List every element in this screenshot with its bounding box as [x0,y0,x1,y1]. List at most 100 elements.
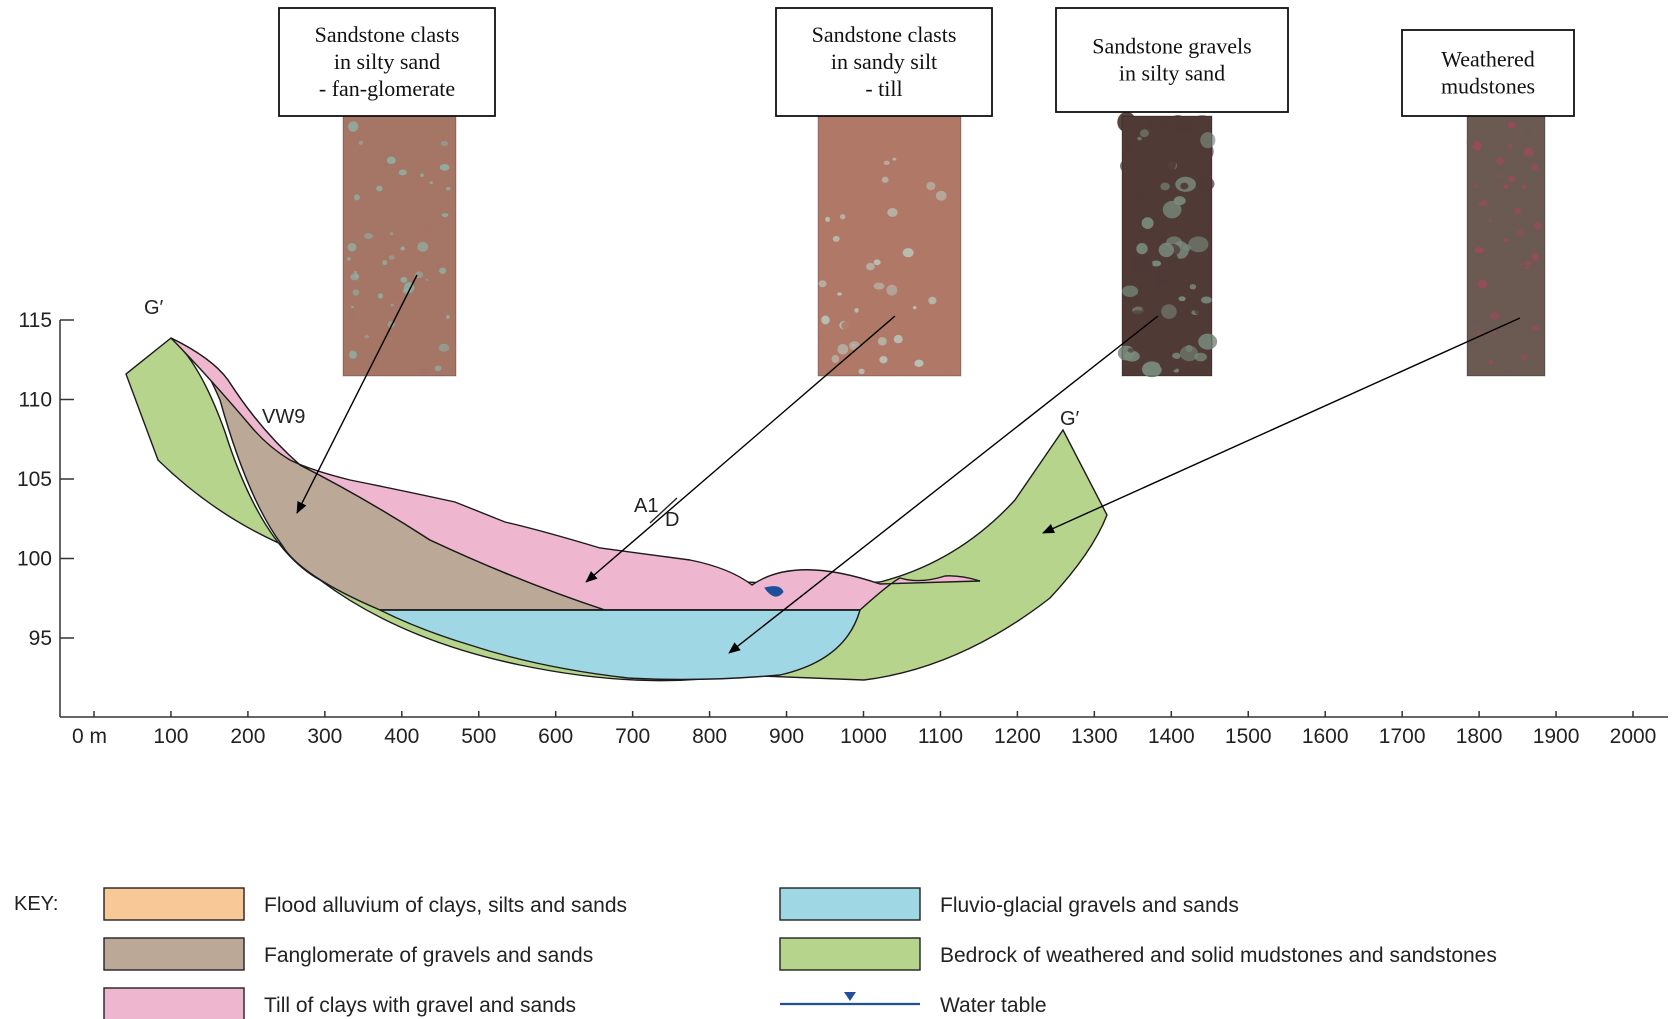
core-clast [1479,230,1491,241]
core-clast [348,315,357,323]
core-clast [1195,176,1215,192]
core-clast [1117,112,1137,133]
core-clast [837,343,849,355]
x-axis-ticks: 0 m 100 200 300 400 500 600 700 800 900 1000 1100 12… [72,711,1656,748]
core-clast [401,354,406,358]
core-clast [422,261,429,268]
key-item: Fluvio-glacial gravels and sands [779,887,1239,921]
core-clast [1524,260,1532,266]
core-photo [342,115,457,377]
core-photo-base [343,116,456,376]
x-tick-label: 1000 [840,725,887,748]
core-clast [1477,262,1488,270]
core-clast [1471,319,1483,327]
core-clast [420,209,425,213]
core-clast [931,334,939,341]
core-clast [1479,310,1486,318]
core-clast [1474,231,1479,235]
core-clast [1479,328,1486,335]
core-clast [1498,363,1502,367]
core-clast [1473,184,1479,188]
core-clast [1525,265,1530,270]
core-label-line: - fan-glomerate [319,76,455,101]
core-clast [949,118,954,122]
core-clast [1139,129,1150,138]
core-label-box [775,7,993,117]
core-clast [1127,347,1135,353]
core-clast [951,135,957,142]
core-clast [1159,357,1179,372]
core-clast [851,343,856,347]
core-clast [433,323,444,333]
core-arrows [296,274,1521,654]
core-clast [886,284,898,296]
core-clast [899,230,904,234]
key-item: Flood alluvium of clays, silts and sands [103,887,627,921]
key-swatch [779,887,921,921]
arrow-till [585,315,896,583]
core-clast [857,254,865,261]
core-clast [1488,192,1497,198]
core-clast [1520,263,1524,266]
key-item: Fanglomerate of gravels and sands [103,937,593,971]
core-clast [353,194,360,201]
key-label: Fluvio-glacial gravels and sands [940,894,1239,917]
core-clast [839,214,846,220]
core-clast [437,190,448,199]
core-clast [445,187,451,191]
core-clast [1192,115,1212,130]
key-water-triangle [844,992,856,1001]
x-tick-label: 600 [538,725,573,748]
x-tick-label: 700 [615,725,650,748]
core-clast [1194,306,1208,316]
core-clast [887,215,893,221]
core-clast [1132,256,1153,274]
x-tick-label: 1600 [1302,725,1349,748]
core-clast [1506,341,1513,348]
core-photos [342,112,1546,378]
core-clast [347,242,357,252]
core-clast [441,213,449,218]
key-label: Till of clays with gravel and sands [264,994,576,1017]
core-clast [893,334,903,344]
key-swatch [779,937,921,971]
core-clast [354,145,360,151]
key-item: Bedrock of weathered and solid mudstones… [779,937,1497,971]
core-clast [410,340,420,349]
core-clast [887,207,898,217]
core-clast [878,369,884,373]
core-clast [881,176,889,183]
core-clast [347,280,357,286]
key-label: Flood alluvium of clays, silts and sands [264,894,627,917]
core-clast [1122,141,1133,150]
core-clast [1504,368,1512,375]
label-vw9: VW9 [262,406,305,428]
core-clast [841,321,853,331]
core-clast [1137,136,1142,141]
core-clast [1198,333,1218,350]
x-tick-label: 300 [307,725,342,748]
core-clast [865,262,875,271]
core-clast [346,257,351,261]
core-clast [365,122,371,127]
key-swatch [103,937,245,971]
core-clast [1180,182,1189,190]
core-clast [1194,352,1207,362]
core-clast [1466,138,1476,147]
core-clast [874,298,886,311]
core-clast [854,308,859,313]
core-clast [354,274,359,279]
core-clast [1157,330,1170,339]
fluvio-glacial-layer [379,609,861,681]
core-label-line: Weathered [1441,47,1535,72]
core-photo [1117,112,1218,378]
core-clast [951,356,961,366]
core-clast [350,269,354,273]
core-clast [398,169,407,176]
core-clast [353,270,358,275]
core-clast [1199,216,1212,227]
core-clast [410,117,419,124]
core-clast [1488,360,1494,365]
